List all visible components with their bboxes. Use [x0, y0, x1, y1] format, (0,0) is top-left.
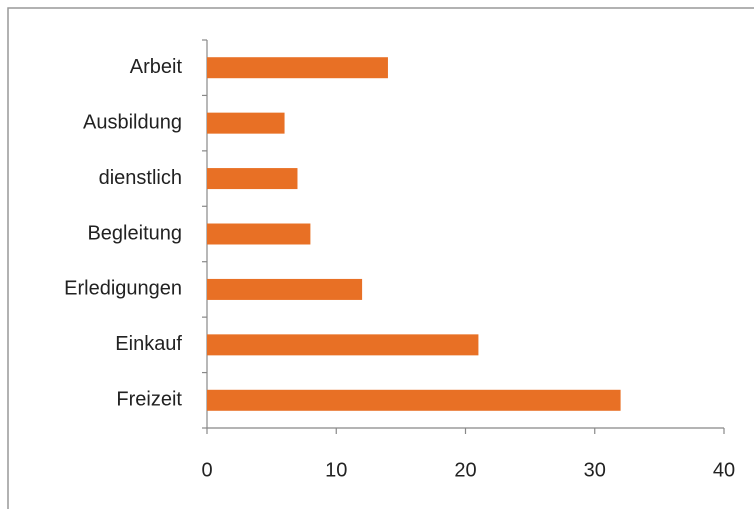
bar: [207, 57, 388, 79]
x-tick-label: 10: [325, 459, 347, 481]
y-tick-label: Begleitung: [87, 222, 182, 244]
x-tick-label: 20: [454, 459, 476, 481]
y-tick-label: Einkauf: [115, 333, 182, 355]
bar: [207, 112, 285, 134]
x-tick-label: 0: [201, 459, 212, 481]
y-tick-label: Freizeit: [116, 389, 182, 411]
bar: [207, 168, 298, 190]
x-tick-label: 30: [584, 459, 606, 481]
bar: [207, 223, 311, 245]
y-tick-label: Erledigungen: [64, 278, 182, 300]
bar: [207, 278, 363, 300]
bar: [207, 334, 479, 356]
y-tick-label: Arbeit: [130, 56, 183, 78]
bar: [207, 389, 621, 411]
x-tick-label: 40: [713, 459, 735, 481]
chart-border: [7, 7, 754, 509]
y-tick-label: Ausbildung: [83, 111, 182, 133]
y-tick-label: dienstlich: [99, 167, 182, 189]
